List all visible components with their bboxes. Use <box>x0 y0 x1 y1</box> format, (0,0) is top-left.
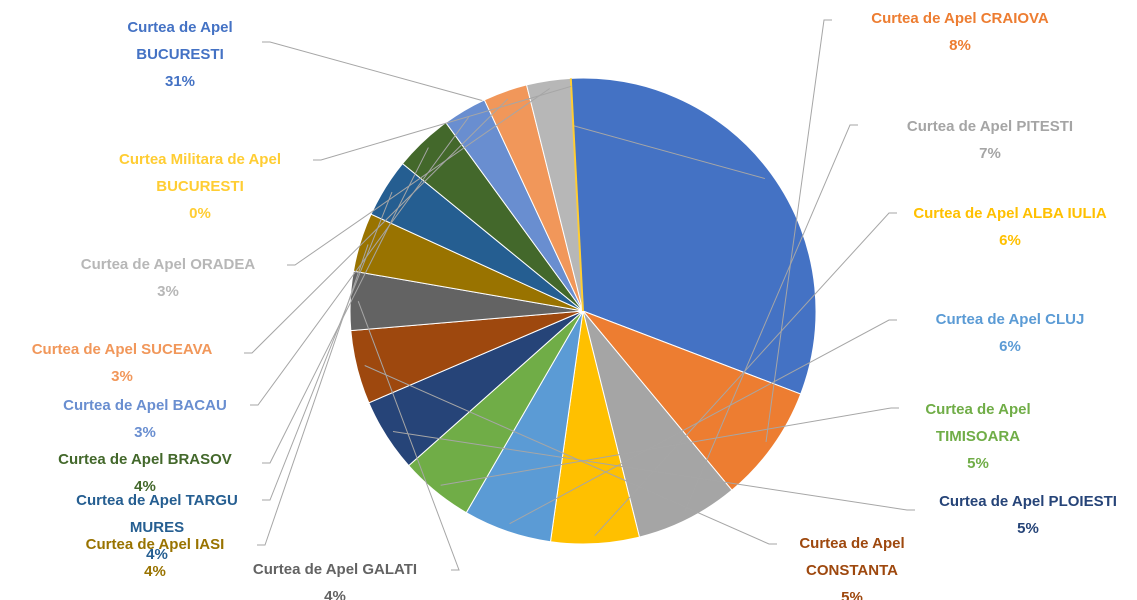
label-name: Curtea de Apel CONSTANTA <box>799 535 905 579</box>
data-label: Curtea de Apel TARGU MURES 4% <box>52 487 262 568</box>
label-value: 4% <box>144 563 166 580</box>
leader-line <box>262 147 429 464</box>
leader-line <box>509 319 897 525</box>
data-label: Curtea de Apel ORADEA 3% <box>38 251 298 305</box>
pie-slice <box>581 309 802 491</box>
pie-slice <box>569 78 584 312</box>
leader-line <box>313 85 572 161</box>
label-value: 3% <box>134 424 156 441</box>
data-label: Curtea de Apel PITESTI 7% <box>860 113 1120 167</box>
data-label: Curtea de Apel TIMISOARA 5% <box>898 396 1058 477</box>
label-name: Curtea de Apel SUCEAVA <box>31 341 213 358</box>
label-value: 5% <box>967 455 989 472</box>
leader-line <box>262 191 393 501</box>
label-name: Curtea de Apel GALATI <box>252 561 418 578</box>
leader-line <box>765 19 832 442</box>
label-name: Curtea de Apel ORADEA <box>80 256 256 273</box>
data-label: Curtea Militara de Apel BUCURESTI 0% <box>85 146 315 227</box>
label-name: Curtea de Apel ALBA IULIA <box>913 205 1107 222</box>
leader-line <box>364 365 777 545</box>
data-label: Curtea de Apel GALATI 4% <box>225 556 445 600</box>
leader-line <box>250 116 470 406</box>
label-value: 6% <box>999 338 1021 355</box>
label-value: 4% <box>146 546 168 563</box>
leader-line <box>287 88 550 266</box>
label-name: Curtea de Apel CRAIOVA <box>871 10 1049 27</box>
label-value: 3% <box>157 283 179 300</box>
label-name: Curtea de Apel BUCURESTI <box>127 19 233 63</box>
data-label: Curtea de Apel BUCURESTI 31% <box>105 14 255 95</box>
label-value: 5% <box>841 589 863 600</box>
data-label: Curtea de Apel CRAIOVA 8% <box>830 5 1090 59</box>
pie-slice <box>570 77 817 395</box>
leader-line <box>357 300 460 571</box>
leader-line <box>262 41 766 180</box>
leader-line <box>392 431 915 511</box>
data-label: Curtea de Apel BRASOV 4% <box>30 446 260 500</box>
label-name: Curtea de Apel PITESTI <box>906 118 1074 135</box>
data-label: Curtea de Apel IASI 4% <box>55 531 255 585</box>
label-value: 4% <box>134 478 156 495</box>
label-name: Curtea de Apel TIMISOARA <box>925 401 1031 445</box>
label-value: 31% <box>164 73 196 90</box>
leader-line <box>244 98 509 354</box>
data-label: Curtea de Apel SUCEAVA 3% <box>2 336 242 390</box>
leader-line <box>440 407 899 486</box>
leader-line <box>594 212 897 537</box>
pie-slice <box>525 77 584 312</box>
data-label: Curtea de Apel CONSTANTA 5% <box>777 530 927 600</box>
data-label: Curtea de Apel ALBA IULIA 6% <box>895 200 1125 254</box>
label-value: 3% <box>111 368 133 385</box>
label-name: Curtea de Apel TARGU MURES <box>76 492 238 536</box>
leader-line <box>684 124 858 512</box>
label-name: Curtea de Apel IASI <box>85 536 225 553</box>
label-value: 7% <box>979 145 1001 162</box>
data-label: Curtea de Apel PLOIESTI 5% <box>913 488 1137 542</box>
label-value: 4% <box>324 588 346 600</box>
data-label: Curtea de Apel BACAU 3% <box>30 392 260 446</box>
label-name: Curtea de Apel CLUJ <box>935 311 1085 328</box>
label-value: 8% <box>949 37 971 54</box>
label-value: 5% <box>1017 520 1039 537</box>
label-value: 6% <box>999 232 1021 249</box>
label-name: Curtea de Apel BRASOV <box>58 451 232 468</box>
leader-line <box>257 244 369 546</box>
pie-slice <box>582 310 733 538</box>
label-value: 0% <box>189 205 211 222</box>
label-name: Curtea de Apel BACAU <box>63 397 227 414</box>
label-name: Curtea Militara de Apel BUCURESTI <box>119 151 281 195</box>
data-label: Curtea de Apel CLUJ 6% <box>895 306 1125 360</box>
label-name: Curtea de Apel PLOIESTI <box>939 493 1117 510</box>
